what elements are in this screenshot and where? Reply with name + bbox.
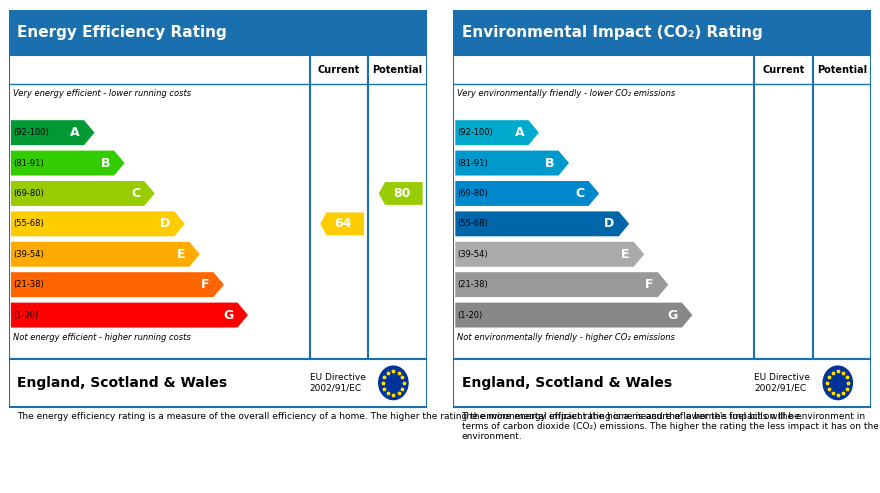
Polygon shape	[320, 212, 364, 235]
Text: F: F	[201, 278, 209, 291]
Bar	[453, 55, 871, 359]
Polygon shape	[11, 181, 155, 206]
Text: (92-100): (92-100)	[458, 128, 493, 137]
FancyBboxPatch shape	[453, 10, 871, 55]
Bar	[9, 359, 427, 407]
Text: D: D	[160, 217, 170, 230]
Text: 80: 80	[393, 187, 410, 200]
Text: (81-91): (81-91)	[458, 159, 488, 168]
Text: England, Scotland & Wales: England, Scotland & Wales	[462, 376, 671, 390]
Text: (69-80): (69-80)	[13, 189, 44, 198]
Text: B: B	[545, 157, 554, 170]
Text: Very environmentally friendly - lower CO₂ emissions: Very environmentally friendly - lower CO…	[458, 89, 676, 98]
Text: (21-38): (21-38)	[13, 280, 44, 289]
Text: D: D	[605, 217, 614, 230]
Polygon shape	[455, 120, 539, 145]
Text: A: A	[515, 126, 524, 139]
Text: The environmental impact rating is a measure of a home's impact on the environme: The environmental impact rating is a mea…	[462, 412, 878, 441]
Text: G: G	[224, 309, 233, 321]
Text: (81-91): (81-91)	[13, 159, 44, 168]
Text: F: F	[645, 278, 654, 291]
Bar	[453, 359, 871, 407]
Text: Environmental Impact (CO₂) Rating: Environmental Impact (CO₂) Rating	[462, 25, 762, 40]
Bar	[9, 55, 427, 359]
Polygon shape	[11, 120, 94, 145]
Polygon shape	[378, 182, 422, 205]
Circle shape	[823, 366, 853, 400]
Polygon shape	[11, 272, 224, 297]
Polygon shape	[455, 303, 693, 327]
Text: (55-68): (55-68)	[13, 219, 44, 228]
Text: England, Scotland & Wales: England, Scotland & Wales	[18, 376, 227, 390]
Text: E: E	[177, 248, 185, 261]
Text: (39-54): (39-54)	[13, 250, 44, 259]
Text: (39-54): (39-54)	[458, 250, 488, 259]
Text: (69-80): (69-80)	[458, 189, 488, 198]
Circle shape	[378, 366, 408, 400]
Text: Current: Current	[318, 65, 360, 74]
Polygon shape	[11, 150, 125, 176]
Polygon shape	[455, 272, 668, 297]
Text: Energy Efficiency Rating: Energy Efficiency Rating	[18, 25, 227, 40]
Text: (55-68): (55-68)	[458, 219, 488, 228]
Text: C: C	[131, 187, 140, 200]
Text: Potential: Potential	[372, 65, 422, 74]
Polygon shape	[455, 181, 599, 206]
Text: G: G	[668, 309, 678, 321]
FancyBboxPatch shape	[9, 10, 427, 55]
Text: C: C	[576, 187, 584, 200]
Text: (1-20): (1-20)	[458, 311, 482, 319]
Polygon shape	[11, 211, 185, 236]
Polygon shape	[455, 211, 629, 236]
Text: E: E	[621, 248, 629, 261]
Text: B: B	[100, 157, 110, 170]
Text: (1-20): (1-20)	[13, 311, 38, 319]
Polygon shape	[455, 150, 569, 176]
Text: Very energy efficient - lower running costs: Very energy efficient - lower running co…	[13, 89, 191, 98]
Text: 64: 64	[334, 217, 352, 230]
Text: Not energy efficient - higher running costs: Not energy efficient - higher running co…	[13, 333, 191, 342]
Polygon shape	[11, 242, 200, 267]
Polygon shape	[11, 303, 248, 327]
Text: Not environmentally friendly - higher CO₂ emissions: Not environmentally friendly - higher CO…	[458, 333, 675, 342]
Polygon shape	[455, 242, 644, 267]
Text: (92-100): (92-100)	[13, 128, 48, 137]
Text: EU Directive
2002/91/EC: EU Directive 2002/91/EC	[310, 373, 365, 392]
Text: A: A	[70, 126, 80, 139]
Text: Potential: Potential	[817, 65, 867, 74]
Text: EU Directive
2002/91/EC: EU Directive 2002/91/EC	[754, 373, 810, 392]
Text: (21-38): (21-38)	[458, 280, 488, 289]
Text: The energy efficiency rating is a measure of the overall efficiency of a home. T: The energy efficiency rating is a measur…	[18, 412, 803, 421]
Text: Current: Current	[762, 65, 804, 74]
